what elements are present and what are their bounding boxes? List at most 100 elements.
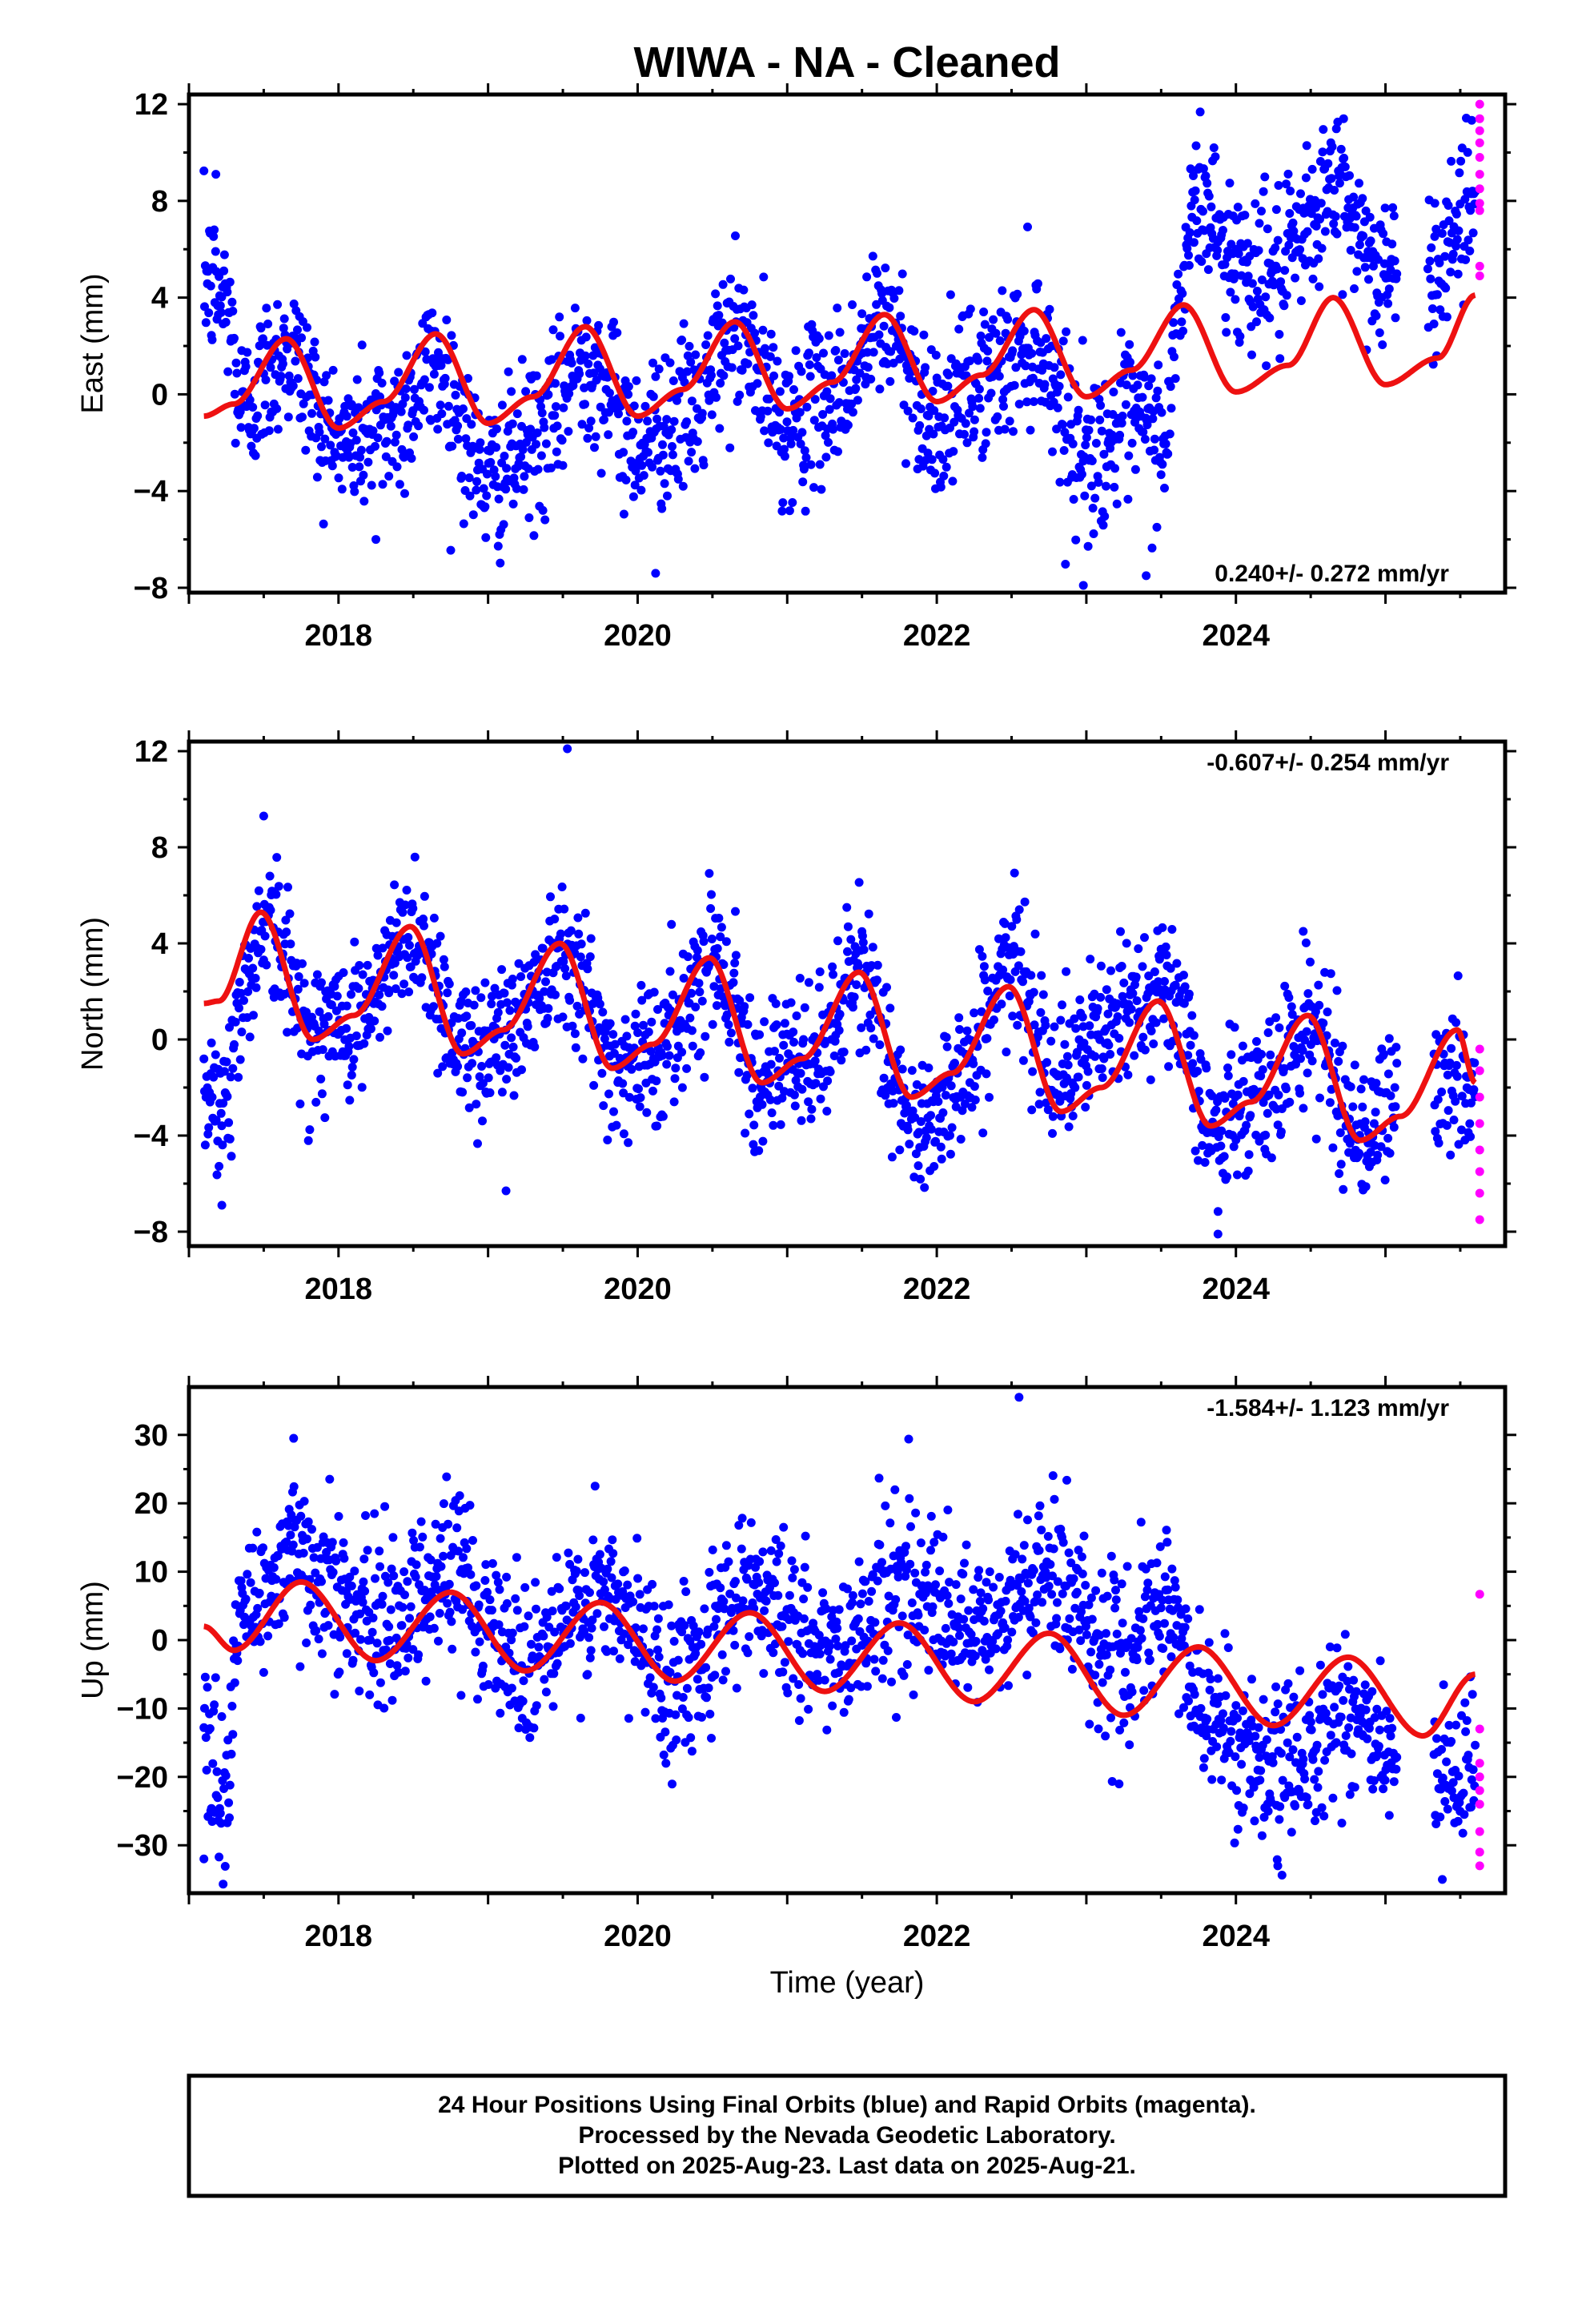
up-x-tick-label: 2022 (903, 1920, 971, 1953)
up-y-axis-label: Up (mm) (76, 1581, 110, 1699)
east-final-orbit-points (199, 107, 1480, 569)
north-outlier-point (563, 744, 572, 754)
up-y-tick-label: 10 (135, 1556, 168, 1590)
footer-line-1: 24 Hour Positions Using Final Orbits (bl… (438, 2092, 1256, 2118)
footer-frame (187, 2073, 1508, 2198)
east-rapid-orbit-point (1475, 271, 1484, 280)
up-x-tick-label: 2024 (1202, 1920, 1270, 1953)
north-y-tick-label: 8 (151, 831, 168, 865)
up-final-orbit-points (199, 1434, 1480, 1889)
east-rapid-orbit-point (1475, 138, 1484, 147)
up-rapid-orbit-point (1475, 1861, 1484, 1871)
east-rapid-orbit-point (1475, 206, 1484, 215)
east-velocity-label: 0.240+/- 0.272 mm/yr (1215, 561, 1449, 587)
north-data (199, 744, 1484, 1239)
up-outlier-point (1438, 1875, 1447, 1884)
up-model-curve (203, 1578, 1477, 1739)
east-x-tick-label: 2024 (1202, 619, 1270, 653)
east-outlier-point (1142, 571, 1151, 581)
north-rapid-orbit-point (1475, 1066, 1484, 1076)
north-outlier-point (1299, 927, 1308, 936)
east-y-tick-label: 8 (151, 185, 168, 219)
up-rapid-orbit-point (1475, 1772, 1484, 1782)
east-x-tick-label: 2018 (305, 619, 373, 653)
north-frame (187, 739, 1508, 1248)
north-x-tick-label: 2018 (305, 1273, 373, 1306)
north-final-orbit-points (199, 852, 1480, 1216)
up-outlier-point (1273, 1861, 1283, 1871)
east-rapid-orbit-point (1475, 126, 1484, 135)
up-outlier-point (199, 1854, 209, 1864)
up-data (199, 1393, 1484, 1889)
north-velocity-label: -0.607+/- 0.254 mm/yr (1207, 750, 1449, 776)
east-x-tick-label: 2020 (604, 619, 672, 653)
north-x-tick-label: 2020 (604, 1273, 672, 1306)
north-panel: 2018 2020 2022 2024 −8 −4 0 4 8 12 North (mm) -0.60… (76, 730, 1516, 1306)
east-rapid-orbit-point (1475, 170, 1484, 179)
east-rapid-orbit-point (1475, 114, 1484, 123)
north-y-tick-label: 0 (151, 1023, 168, 1057)
north-model-curve (203, 909, 1477, 1144)
up-outlier-point (289, 1433, 299, 1443)
north-outlier-point (259, 811, 268, 821)
east-data (199, 99, 1484, 590)
north-outlier-point (1213, 1229, 1223, 1239)
up-rapid-orbit-point (1475, 1786, 1484, 1795)
up-panel: 2018 2020 2022 2024 −30 −20 −10 0 10 20 30 Up (mm) -… (76, 1376, 1516, 1953)
up-y-tick-label: −10 (117, 1692, 168, 1726)
north-x-tick-label: 2024 (1202, 1273, 1270, 1306)
up-y-tick-label: 20 (135, 1487, 168, 1521)
east-outlier-point (371, 535, 381, 545)
north-y-tick-label: −4 (134, 1120, 168, 1153)
north-rapid-orbit-point (1475, 1044, 1484, 1054)
east-y-tick-label: 12 (135, 88, 168, 122)
north-outlier-point (501, 1186, 511, 1196)
north-rapid-orbit-point (1475, 1188, 1484, 1198)
x-axis-label: Time (year) (770, 1966, 925, 2000)
north-rapid-orbit-point (1475, 1092, 1484, 1102)
footer-line-2: Processed by the Nevada Geodetic Laborat… (578, 2122, 1115, 2149)
up-y-tick-label: −20 (117, 1761, 168, 1795)
east-outlier-point (211, 170, 221, 179)
east-y-tick-label: 0 (151, 378, 168, 412)
north-y-axis-label: North (mm) (76, 917, 110, 1071)
east-outlier-point (1430, 199, 1439, 208)
north-outlier-point (217, 1200, 227, 1210)
footer-box: 24 Hour Positions Using Final Orbits (bl… (187, 2073, 1508, 2198)
east-model-curve (203, 292, 1477, 432)
north-rapid-orbit-point (1475, 1145, 1484, 1155)
east-y-axis-label: East (mm) (76, 273, 110, 413)
footer-line-3: Plotted on 2025-Aug-23. Last data on 202… (558, 2153, 1136, 2179)
east-outlier-point (1339, 114, 1348, 123)
east-rapid-orbit-point (1475, 261, 1484, 271)
north-rapid-orbit-point (1475, 1167, 1484, 1176)
north-x-tick-label: 2022 (903, 1273, 971, 1306)
east-rapid-orbit-point (1475, 199, 1484, 208)
east-x-tick-label: 2022 (903, 619, 971, 653)
east-rapid-orbit-point (1475, 184, 1484, 194)
east-rapid-orbit-point (1475, 153, 1484, 163)
up-rapid-orbit-point (1475, 1724, 1484, 1734)
up-rapid-orbit-point (1475, 1590, 1484, 1599)
north-y-tick-label: 12 (135, 735, 168, 769)
up-rapid-orbit-point (1475, 1799, 1484, 1809)
north-rapid-orbit-point (1475, 1215, 1484, 1224)
up-x-tick-label: 2018 (305, 1920, 373, 1953)
east-y-tick-label: −4 (134, 475, 168, 509)
east-outlier-point (1078, 581, 1088, 590)
up-rapid-orbit-point (1475, 1827, 1484, 1836)
east-y-tick-label: −8 (134, 572, 168, 605)
up-velocity-label: -1.584+/- 1.123 mm/yr (1207, 1395, 1449, 1421)
up-y-tick-label: −30 (117, 1829, 168, 1863)
east-y-tick-label: 4 (151, 282, 168, 316)
east-outlier-point (651, 569, 661, 578)
chart-title: WIWA - NA - Cleaned (634, 38, 1061, 86)
up-rapid-orbit-point (1475, 1759, 1484, 1768)
east-rapid-orbit-point (1475, 99, 1484, 109)
up-outlier-point (1014, 1393, 1024, 1402)
north-rapid-orbit-point (1475, 1119, 1484, 1128)
north-y-tick-label: −8 (134, 1216, 168, 1249)
up-y-tick-label: 30 (135, 1419, 168, 1453)
north-y-tick-label: 4 (151, 927, 168, 961)
